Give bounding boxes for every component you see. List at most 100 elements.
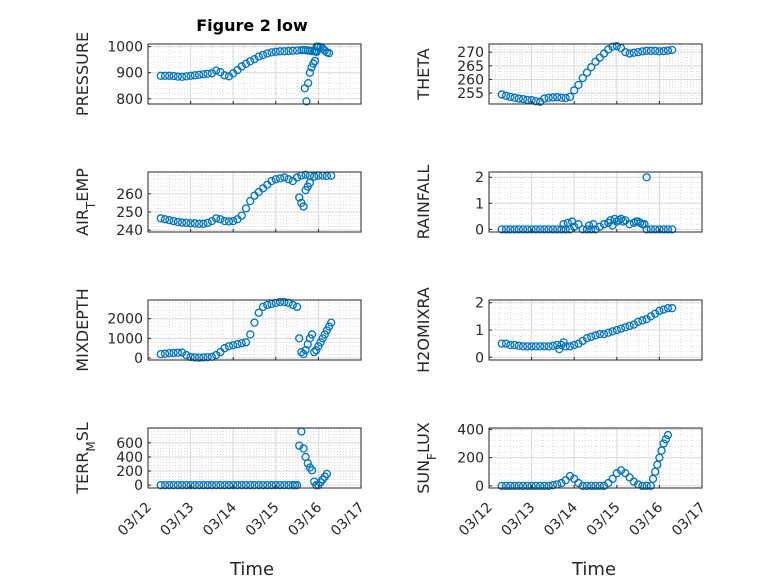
data-point (246, 196, 255, 206)
data-point (177, 481, 187, 490)
y-tick-label: 0 (475, 350, 484, 366)
data-point (595, 53, 604, 62)
data-point (177, 218, 187, 227)
data-point (608, 42, 617, 51)
data-point (548, 481, 558, 490)
data-point (199, 353, 208, 362)
data-point (668, 304, 677, 313)
data-point (324, 322, 334, 331)
data-point (156, 349, 165, 359)
data-point (514, 341, 523, 350)
data-point (567, 217, 577, 226)
data-point (302, 97, 311, 106)
data-point (633, 48, 643, 57)
y-tick-label: 600 (116, 436, 143, 452)
data-point (540, 225, 549, 234)
y-tick-label: 0 (134, 351, 143, 367)
data-point (570, 474, 579, 483)
data-point (587, 332, 596, 341)
data-point (646, 46, 656, 55)
data-point (207, 216, 217, 226)
axes-box (147, 427, 362, 489)
data-point (650, 46, 660, 55)
y-tick-label: 400 (116, 450, 143, 466)
y-tick-label: 1 (475, 196, 484, 212)
data-point (659, 225, 668, 234)
data-point (646, 225, 656, 234)
data-point (614, 216, 624, 225)
data-point (650, 309, 660, 318)
data-point (544, 225, 553, 234)
data-point (544, 93, 553, 102)
data-point (292, 173, 302, 182)
data-point (216, 481, 225, 490)
data-point (595, 329, 604, 339)
y-tick-label: 800 (116, 92, 143, 108)
y-tick-label: 200 (457, 451, 484, 467)
data-point (309, 172, 319, 181)
y-tick-label: 900 (116, 66, 143, 82)
data-point (237, 339, 246, 348)
data-point (320, 330, 329, 339)
data-point (301, 170, 310, 179)
data-point (233, 340, 242, 349)
data-point (316, 338, 325, 347)
data-point (169, 216, 178, 226)
data-point (523, 95, 532, 105)
data-point (535, 225, 545, 234)
data-point (233, 481, 242, 490)
data-point (271, 298, 280, 308)
subplot-sun-flux: 0 200 400 SUNFLUX 03/12 03/13 03/14 03/15 03/16 0… (414, 422, 709, 539)
y-axis-label-7: SUNFLUX (414, 422, 439, 494)
data-point (548, 93, 558, 102)
data-point (612, 42, 621, 51)
data-point (224, 342, 234, 351)
data-point (510, 340, 519, 350)
data-point (518, 94, 528, 104)
data-point (295, 193, 304, 202)
data-point (250, 318, 259, 327)
data-point (506, 92, 515, 102)
data-point (160, 71, 170, 80)
data-point (173, 348, 182, 357)
data-point (506, 340, 515, 350)
y-tick-label: 260 (457, 72, 484, 88)
data-point (553, 93, 562, 102)
data-point (535, 342, 545, 351)
data-point (254, 52, 263, 61)
data-point (237, 481, 246, 490)
data-point (299, 202, 308, 211)
data-point (535, 481, 545, 491)
data-point (229, 341, 238, 350)
data-point (629, 320, 638, 329)
data-point (510, 93, 519, 102)
data-point (650, 225, 660, 234)
y-tick-label: 200 (116, 464, 143, 480)
data-point (540, 342, 549, 351)
subplot-mixdepth: 0 1000 2000 MIXDEPTH (73, 288, 362, 372)
data-point (199, 219, 208, 228)
data-point (514, 481, 523, 491)
data-point (194, 353, 204, 362)
data-point (574, 339, 583, 348)
data-point (165, 481, 174, 490)
x-tick-label: 03/14 (200, 499, 240, 539)
data-point (307, 63, 316, 72)
data-point (186, 71, 195, 80)
data-point (263, 49, 272, 58)
data-point (254, 308, 263, 317)
data-point (156, 71, 165, 80)
data-point (638, 316, 647, 325)
data-point (284, 175, 293, 184)
data-point (591, 331, 600, 340)
data-point (629, 48, 638, 57)
data-point (518, 481, 528, 491)
y-tick-label: 2 (475, 296, 484, 312)
data-point (246, 57, 255, 66)
data-point (570, 340, 579, 350)
data-point (275, 481, 285, 490)
data-point (305, 68, 315, 77)
data-point (642, 46, 651, 55)
